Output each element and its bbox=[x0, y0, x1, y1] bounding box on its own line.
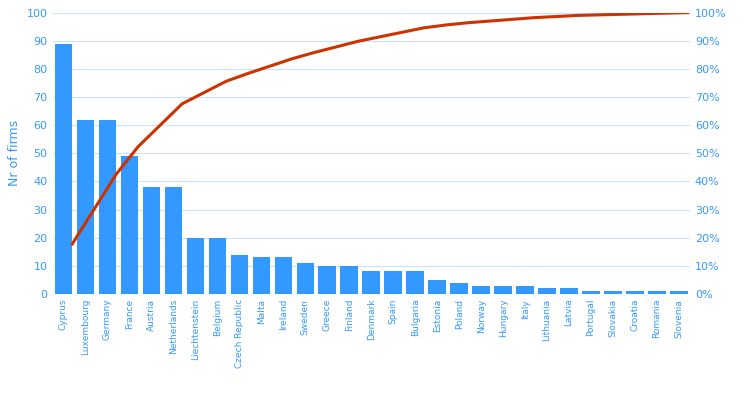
Bar bbox=[428, 280, 446, 294]
Bar bbox=[648, 291, 666, 294]
Bar bbox=[76, 120, 94, 294]
Bar bbox=[538, 289, 556, 294]
Bar bbox=[560, 289, 578, 294]
Bar bbox=[516, 286, 534, 294]
Bar bbox=[209, 238, 226, 294]
Bar bbox=[296, 263, 314, 294]
Bar bbox=[362, 271, 380, 294]
Bar bbox=[164, 187, 182, 294]
Bar bbox=[472, 286, 490, 294]
Bar bbox=[253, 257, 270, 294]
Y-axis label: Nr of firms: Nr of firms bbox=[8, 120, 21, 186]
Bar bbox=[187, 238, 204, 294]
Bar bbox=[142, 187, 160, 294]
Bar bbox=[494, 286, 512, 294]
Bar bbox=[121, 156, 138, 294]
Bar bbox=[340, 266, 358, 294]
Bar bbox=[582, 291, 600, 294]
Bar bbox=[406, 271, 424, 294]
Bar bbox=[230, 255, 248, 294]
Bar bbox=[385, 271, 402, 294]
Bar bbox=[626, 291, 644, 294]
Bar bbox=[55, 44, 72, 294]
Bar bbox=[451, 283, 468, 294]
Bar bbox=[319, 266, 336, 294]
Bar bbox=[99, 120, 116, 294]
Bar bbox=[604, 291, 622, 294]
Bar bbox=[670, 291, 688, 294]
Bar bbox=[274, 257, 292, 294]
